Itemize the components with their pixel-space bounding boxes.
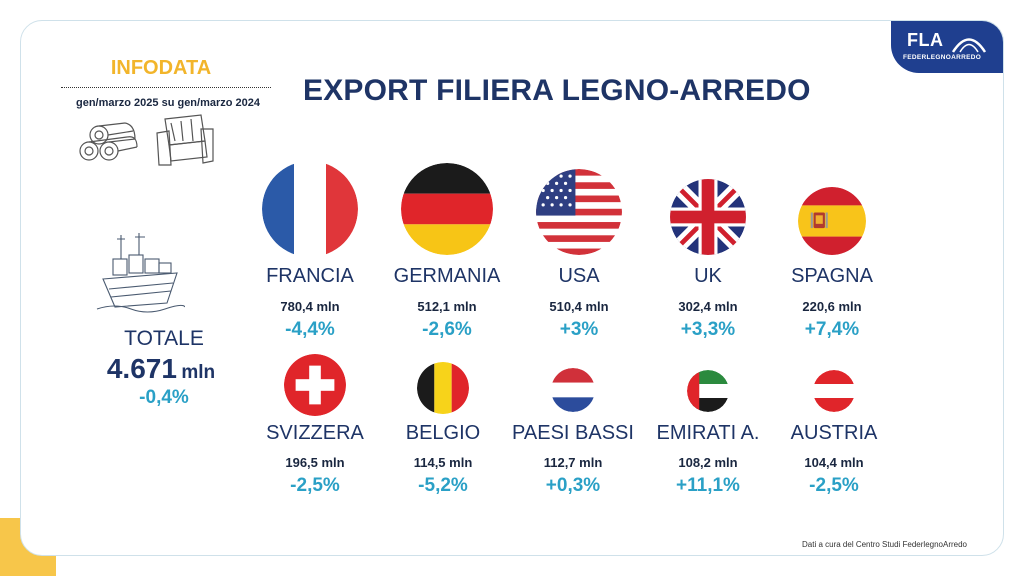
source-note: Dati a cura del Centro Studi FederlegnoA… [802,540,967,549]
country-uae: EMIRATI A. 108,2 mln +11,1% [633,370,783,496]
france-flag-icon [262,161,358,257]
country-name: USA [558,265,600,287]
germany-flag-icon [401,163,493,255]
uk-flag-icon [670,179,746,255]
country-change: +7,4% [804,319,860,340]
country-name: PAESI BASSI [512,422,634,444]
country-value: 512,1 mln [417,299,477,314]
country-change: -5,2% [418,475,468,496]
country-change: +3,3% [680,319,736,340]
country-name: BELGIO [405,422,481,444]
country-change: -4,4% [285,319,335,340]
country-austria: AUSTRIA 104,4 mln -2,5% [759,370,909,496]
country-netherlands: PAESI BASSI 112,7 mln +0,3% [498,368,648,496]
austria-flag-icon [813,370,855,412]
country-change: +0,3% [545,475,601,496]
country-value: 220,6 mln [802,299,862,314]
switzerland-flag-icon [284,354,346,416]
total-amount: 4.671 [106,353,177,384]
country-value: 108,2 mln [678,455,738,470]
netherlands-flag-icon [551,368,595,412]
country-name: UK [694,265,722,287]
fla-logo: FLA FEDERLEGNOARREDO [891,21,1003,73]
page-title: EXPORT FILIERA LEGNO-ARREDO [303,74,811,107]
spain-flag-icon [798,187,866,255]
country-change: +11,1% [676,475,740,496]
country-value: 302,4 mln [678,299,738,314]
uae-flag-icon [687,370,729,412]
country-name: EMIRATI A. [656,422,760,444]
country-value: 112,7 mln [543,455,603,470]
country-value: 114,5 mln [413,455,473,470]
infodata-period: gen/marzo 2025 su gen/marzo 2024 [75,97,261,109]
country-name: SVIZZERA [266,422,364,444]
logo-subtext: FEDERLEGNOARREDO [903,54,982,61]
country-change: -2,6% [422,319,472,340]
country-france: FRANCIA 780,4 mln -4,4% [235,161,385,340]
total-change: -0,4% [139,387,189,408]
country-name: GERMANIA [393,265,501,287]
total-label: TOTALE [124,327,204,350]
country-name: FRANCIA [266,265,354,287]
country-uk: UK 302,4 mln +3,3% [633,179,783,340]
country-value: 196,5 mln [285,455,345,470]
country-germany: GERMANIA 512,1 mln -2,6% [372,163,522,340]
infographic-card: FLA FEDERLEGNOARREDO INFODATA gen/marzo … [20,20,1004,556]
country-change: +3% [559,319,599,340]
logs-sketch-icon [79,122,138,161]
infodata-divider [61,87,271,88]
country-spain: SPAGNA 220,6 mln +7,4% [757,187,907,340]
infodata-title: INFODATA [110,57,212,79]
country-value: 780,4 mln [280,299,340,314]
belgium-flag-icon [417,362,469,414]
logo-arch-icon [951,38,987,53]
country-belgium: BELGIO 114,5 mln -5,2% [368,362,518,496]
country-change: -2,5% [290,475,340,496]
total-value: 4.671 mln [61,353,261,385]
country-change: -2,5% [809,475,859,496]
armchair-sketch-icon [156,114,214,166]
country-value: 510,4 mln [549,299,609,314]
country-name: AUSTRIA [790,422,878,444]
country-name: SPAGNA [791,265,873,287]
country-value: 104,4 mln [804,455,864,470]
logo-text: FLA [907,30,944,50]
usa-flag-icon [536,169,622,255]
country-usa: USA 510,4 mln +3% [504,169,654,340]
total-unit: mln [181,362,216,383]
country-switzerland: SVIZZERA 196,5 mln -2,5% [240,354,390,496]
cargo-ship-sketch-icon [96,233,185,313]
